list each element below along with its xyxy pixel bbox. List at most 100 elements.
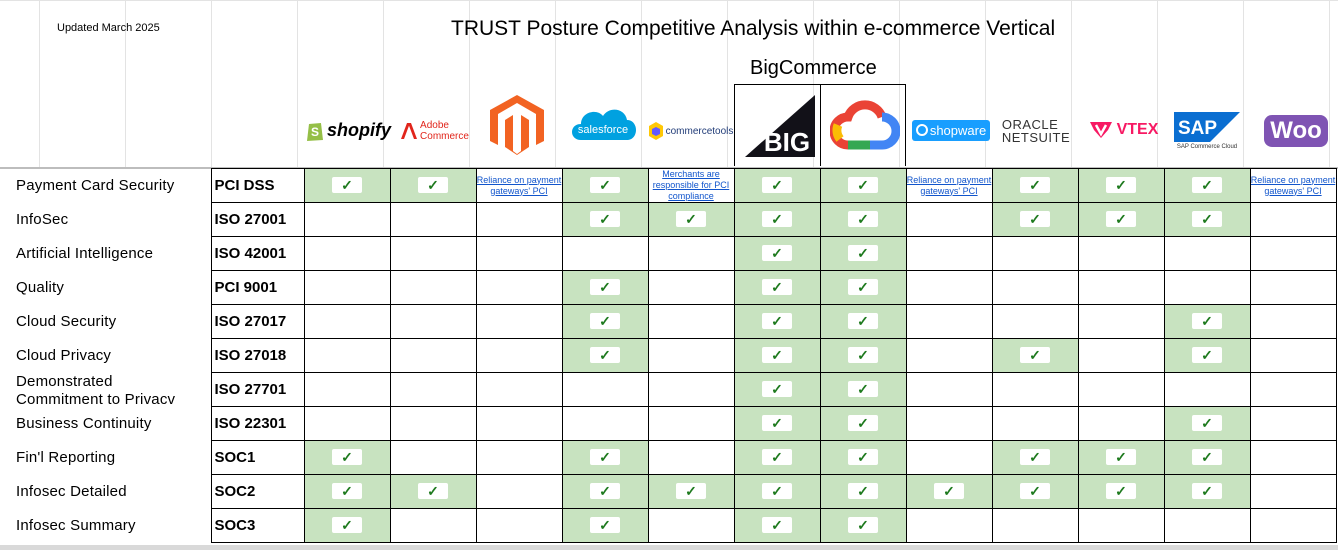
cert-cell-empty[interactable] — [1163, 372, 1251, 407]
cert-cell-checked[interactable]: ✓ — [991, 338, 1079, 373]
standard-cell[interactable]: ISO 27018 — [210, 338, 305, 373]
cert-cell-checked[interactable]: ✓ — [733, 508, 821, 543]
cert-cell-empty[interactable] — [647, 338, 735, 373]
cert-cell-empty[interactable] — [1163, 270, 1251, 305]
category-cell[interactable]: Cloud Privacy — [16, 346, 112, 364]
cert-cell-empty[interactable] — [303, 372, 391, 407]
category-cell[interactable]: Demonstrated Commitment to Privacv — [0, 373, 211, 407]
cert-cell-empty[interactable] — [1163, 508, 1251, 543]
cert-cell-empty[interactable] — [1249, 338, 1337, 373]
cert-cell-checked[interactable]: ✓ — [561, 508, 649, 543]
cert-cell-empty[interactable] — [561, 406, 649, 441]
cert-cell-checked[interactable]: ✓ — [303, 440, 391, 475]
cert-cell-checked[interactable]: ✓ — [389, 168, 477, 203]
cert-cell-checked[interactable]: ✓ — [303, 508, 391, 543]
cert-cell-empty[interactable] — [905, 236, 993, 271]
cert-cell-checked[interactable]: ✓ — [1163, 338, 1251, 373]
cert-cell-empty[interactable] — [475, 474, 563, 509]
cert-cell-checked[interactable]: ✓ — [1163, 202, 1251, 237]
cert-cell-empty[interactable] — [1249, 372, 1337, 407]
cert-cell-empty[interactable] — [905, 338, 993, 373]
cert-cell-empty[interactable] — [1249, 270, 1337, 305]
cert-cell-checked[interactable]: ✓ — [819, 236, 907, 271]
cert-cell-empty[interactable] — [303, 338, 391, 373]
cert-cell-checked[interactable]: ✓ — [733, 304, 821, 339]
standard-cell[interactable]: SOC3 — [210, 508, 305, 543]
note-link[interactable]: Reliance on payment gateways' PCI — [476, 174, 562, 196]
cert-cell-checked[interactable]: ✓ — [1163, 406, 1251, 441]
cert-cell-checked[interactable]: ✓ — [819, 270, 907, 305]
category-cell[interactable]: Fin'l Reporting — [16, 448, 116, 466]
note-link[interactable]: Reliance on payment gateways' PCI — [906, 174, 992, 196]
cert-cell-checked[interactable]: ✓ — [819, 338, 907, 373]
cert-cell-empty[interactable] — [303, 202, 391, 237]
cert-cell-empty[interactable] — [905, 508, 993, 543]
cert-cell-empty[interactable] — [1077, 372, 1165, 407]
cert-cell-empty[interactable] — [1249, 202, 1337, 237]
cert-cell-checked[interactable]: ✓ — [733, 236, 821, 271]
cert-cell-checked[interactable]: ✓ — [819, 304, 907, 339]
cert-cell-empty[interactable] — [905, 270, 993, 305]
cert-cell-checked[interactable]: ✓ — [733, 474, 821, 509]
standard-cell[interactable]: PCI 9001 — [210, 270, 305, 305]
cert-cell-empty[interactable] — [389, 372, 477, 407]
cert-cell-empty[interactable] — [1249, 508, 1337, 543]
cert-cell-checked[interactable]: ✓ — [561, 474, 649, 509]
cert-cell-checked[interactable]: ✓ — [1077, 202, 1165, 237]
cert-cell-checked[interactable]: ✓ — [1163, 440, 1251, 475]
cert-cell-checked[interactable]: ✓ — [647, 202, 735, 237]
cert-cell-checked[interactable]: ✓ — [733, 372, 821, 407]
category-cell[interactable]: Infosec Detailed — [16, 482, 127, 500]
cert-cell-empty[interactable] — [303, 304, 391, 339]
cert-cell-checked[interactable]: ✓ — [1163, 474, 1251, 509]
cert-cell-checked[interactable]: ✓ — [561, 338, 649, 373]
cert-cell-empty[interactable] — [389, 406, 477, 441]
cert-cell-empty[interactable] — [647, 270, 735, 305]
cert-cell-empty[interactable] — [1249, 304, 1337, 339]
cert-cell-empty[interactable] — [303, 406, 391, 441]
cert-cell-checked[interactable]: ✓ — [647, 474, 735, 509]
cert-cell-empty[interactable] — [647, 406, 735, 441]
cert-cell-checked[interactable]: ✓ — [303, 474, 391, 509]
cert-cell-empty[interactable] — [905, 372, 993, 407]
cert-cell-empty[interactable] — [389, 236, 477, 271]
cert-cell-checked[interactable]: ✓ — [1077, 168, 1165, 203]
cert-cell-empty[interactable] — [1077, 270, 1165, 305]
cert-cell-checked[interactable]: ✓ — [733, 406, 821, 441]
standard-cell[interactable]: ISO 42001 — [210, 236, 305, 271]
cert-cell-empty[interactable] — [905, 304, 993, 339]
cert-cell-empty[interactable] — [991, 372, 1079, 407]
cert-cell-empty[interactable] — [475, 406, 563, 441]
cert-cell-checked[interactable]: ✓ — [1077, 474, 1165, 509]
cert-cell-checked[interactable]: ✓ — [905, 474, 993, 509]
cert-cell-checked[interactable]: ✓ — [733, 440, 821, 475]
cert-cell-empty[interactable] — [475, 202, 563, 237]
cert-cell-empty[interactable] — [905, 202, 993, 237]
cert-cell-empty[interactable] — [389, 202, 477, 237]
cert-cell-checked[interactable]: ✓ — [561, 440, 649, 475]
cert-cell-note[interactable]: Reliance on payment gateways' PCI — [905, 168, 993, 203]
cert-cell-checked[interactable]: ✓ — [991, 440, 1079, 475]
cert-cell-empty[interactable] — [389, 338, 477, 373]
cert-cell-empty[interactable] — [647, 440, 735, 475]
cert-cell-checked[interactable]: ✓ — [303, 168, 391, 203]
cert-cell-checked[interactable]: ✓ — [733, 202, 821, 237]
cert-cell-empty[interactable] — [475, 508, 563, 543]
standard-cell[interactable]: ISO 22301 — [210, 406, 305, 441]
note-link[interactable]: Merchants are responsible for PCI compli… — [652, 169, 730, 202]
cert-cell-empty[interactable] — [1077, 236, 1165, 271]
cert-cell-empty[interactable] — [991, 508, 1079, 543]
cert-cell-empty[interactable] — [991, 406, 1079, 441]
cert-cell-checked[interactable]: ✓ — [733, 168, 821, 203]
cert-cell-checked[interactable]: ✓ — [991, 474, 1079, 509]
cert-cell-empty[interactable] — [475, 270, 563, 305]
standard-cell[interactable]: PCI DSS — [210, 168, 305, 203]
category-cell[interactable]: Business Continuity — [16, 414, 152, 432]
cert-cell-empty[interactable] — [905, 440, 993, 475]
cert-cell-checked[interactable]: ✓ — [561, 304, 649, 339]
cert-cell-empty[interactable] — [1077, 304, 1165, 339]
cert-cell-empty[interactable] — [647, 508, 735, 543]
cert-cell-checked[interactable]: ✓ — [733, 270, 821, 305]
cert-cell-note[interactable]: Merchants are responsible for PCI compli… — [647, 168, 735, 203]
cert-cell-checked[interactable]: ✓ — [819, 168, 907, 203]
